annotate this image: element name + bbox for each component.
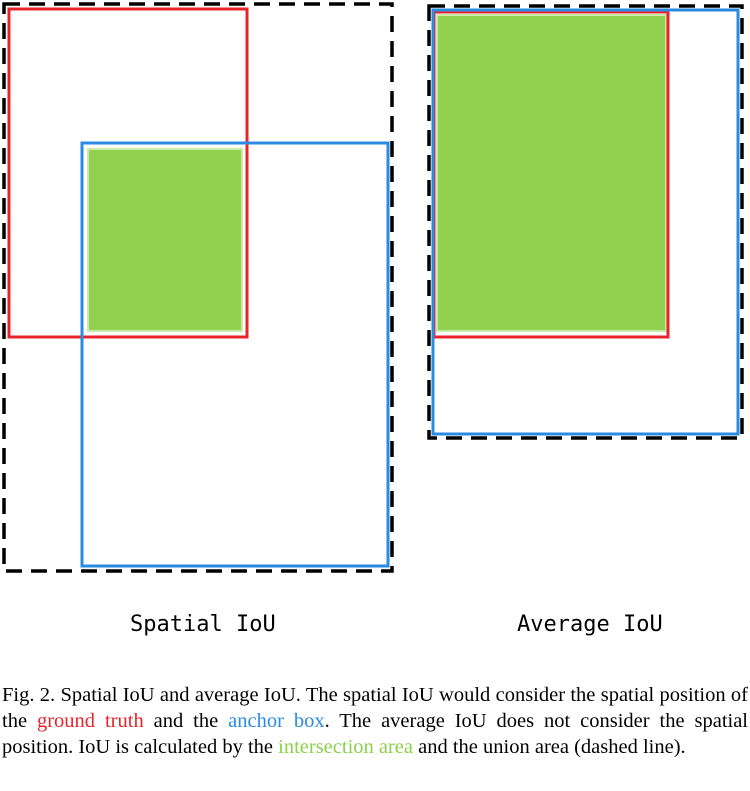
anchor-box-average	[431, 8, 740, 436]
spatial-iou-panel	[2, 2, 394, 573]
average-iou-label: Average IoU	[517, 612, 663, 637]
caption-ground-truth: ground truth	[36, 710, 144, 732]
caption-text-4: and the union area (dashed line).	[413, 736, 686, 758]
caption-text-3: . The average IoU does not consider the …	[2, 710, 749, 758]
intersection-area-spatial	[87, 148, 243, 332]
spatial-iou-label: Spatial IoU	[130, 612, 276, 637]
caption-text-1: Fig. 2. Spatial IoU and average IoU. The…	[2, 684, 748, 732]
caption-text-2: and the	[143, 710, 229, 732]
union-area-spatial	[2, 2, 394, 573]
caption-anchor-box: anchor box	[228, 710, 325, 732]
ground-truth-box-spatial	[7, 7, 249, 339]
average-iou-panel	[427, 4, 744, 440]
caption-intersection-area: intersection area	[278, 736, 414, 758]
anchor-box-spatial	[80, 141, 390, 568]
union-area-average	[427, 4, 744, 440]
intersection-area-average	[436, 14, 667, 332]
iou-diagram	[2, 2, 744, 573]
figure-caption: Fig. 2. Spatial IoU and average IoU. The…	[2, 682, 748, 760]
